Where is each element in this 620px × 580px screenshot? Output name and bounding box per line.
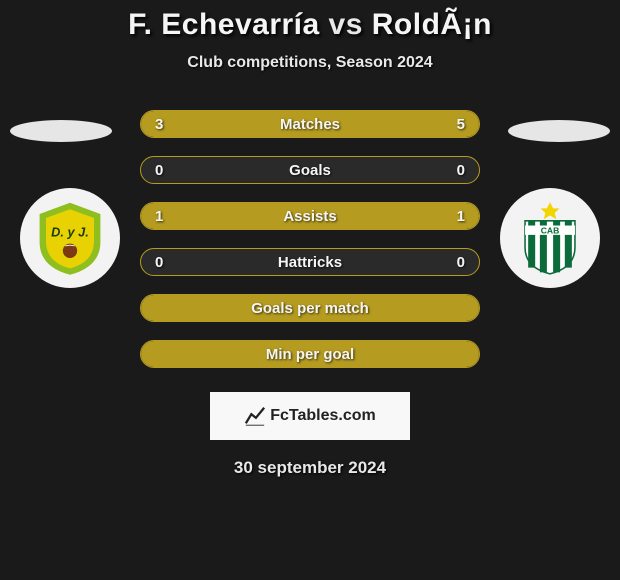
- player2-club-crest: CAB: [500, 188, 600, 288]
- stat-label: Hattricks: [141, 254, 479, 271]
- subtitle: Club competitions, Season 2024: [0, 54, 620, 72]
- crest-right-text: CAB: [541, 225, 560, 235]
- stat-label: Min per goal: [141, 346, 479, 363]
- stat-bar-goals-per-match: Goals per match: [140, 294, 480, 322]
- comparison-title: F. Echevarría vs RoldÃ¡n: [0, 8, 620, 42]
- player2-name: RoldÃ¡n: [372, 8, 492, 41]
- shield-stripes-icon: CAB: [511, 199, 589, 277]
- player1-club-crest: D. y J.: [20, 188, 120, 288]
- stat-label: Assists: [141, 208, 479, 225]
- brand-text: FcTables.com: [270, 407, 376, 425]
- brand-box: FcTables.com: [210, 392, 410, 440]
- player1-photo-placeholder: [10, 120, 112, 142]
- player1-name: F. Echevarría: [128, 8, 320, 41]
- stat-bar-assists: 11Assists: [140, 202, 480, 230]
- stat-bars: 35Matches 00Goals 11Assists 00Hattricks Goal…: [140, 110, 480, 368]
- shield-icon: D. y J.: [30, 198, 110, 278]
- stat-label: Goals per match: [141, 300, 479, 317]
- crest-left-text: D. y J.: [51, 224, 89, 239]
- stat-bar-min-per-goal: Min per goal: [140, 340, 480, 368]
- main-area: D. y J. CAB 35Matches 00Goals 11Assists 00H…: [0, 110, 620, 380]
- infographic-root: F. Echevarría vs RoldÃ¡n Club competitio…: [0, 0, 620, 478]
- stat-bar-goals: 00Goals: [140, 156, 480, 184]
- line-chart-icon: [244, 405, 266, 427]
- stat-bar-matches: 35Matches: [140, 110, 480, 138]
- player2-photo-placeholder: [508, 120, 610, 142]
- date-text: 30 september 2024: [0, 458, 620, 478]
- stat-label: Goals: [141, 162, 479, 179]
- stat-label: Matches: [141, 116, 479, 133]
- stat-bar-hattricks: 00Hattricks: [140, 248, 480, 276]
- vs-text: vs: [329, 8, 363, 41]
